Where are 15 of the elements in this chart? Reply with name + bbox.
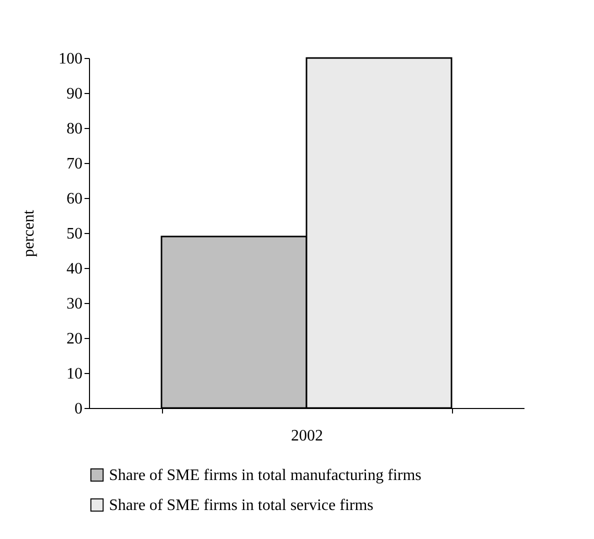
x-tick-label: 2002 bbox=[291, 428, 323, 444]
legend-label: Share of SME firms in total service firms bbox=[109, 497, 374, 514]
y-tick-label: 70 bbox=[66, 156, 82, 172]
y-tick-label: 10 bbox=[66, 366, 82, 382]
y-tick-label: 100 bbox=[58, 50, 82, 68]
y-tick-label: 40 bbox=[66, 260, 82, 278]
y-tick-label: 30 bbox=[66, 296, 82, 312]
y-tick-label: 60 bbox=[66, 190, 82, 208]
y-tick-label: 90 bbox=[66, 86, 82, 102]
y-tick-label: 50 bbox=[66, 226, 82, 242]
y-tick-label: 20 bbox=[66, 330, 82, 348]
y-tick-label: 80 bbox=[66, 120, 82, 138]
y-tick-label: 0 bbox=[74, 400, 82, 418]
legend-label: Share of SME firms in total manufacturing firms bbox=[109, 467, 422, 484]
y-axis-title: percent bbox=[20, 209, 38, 258]
